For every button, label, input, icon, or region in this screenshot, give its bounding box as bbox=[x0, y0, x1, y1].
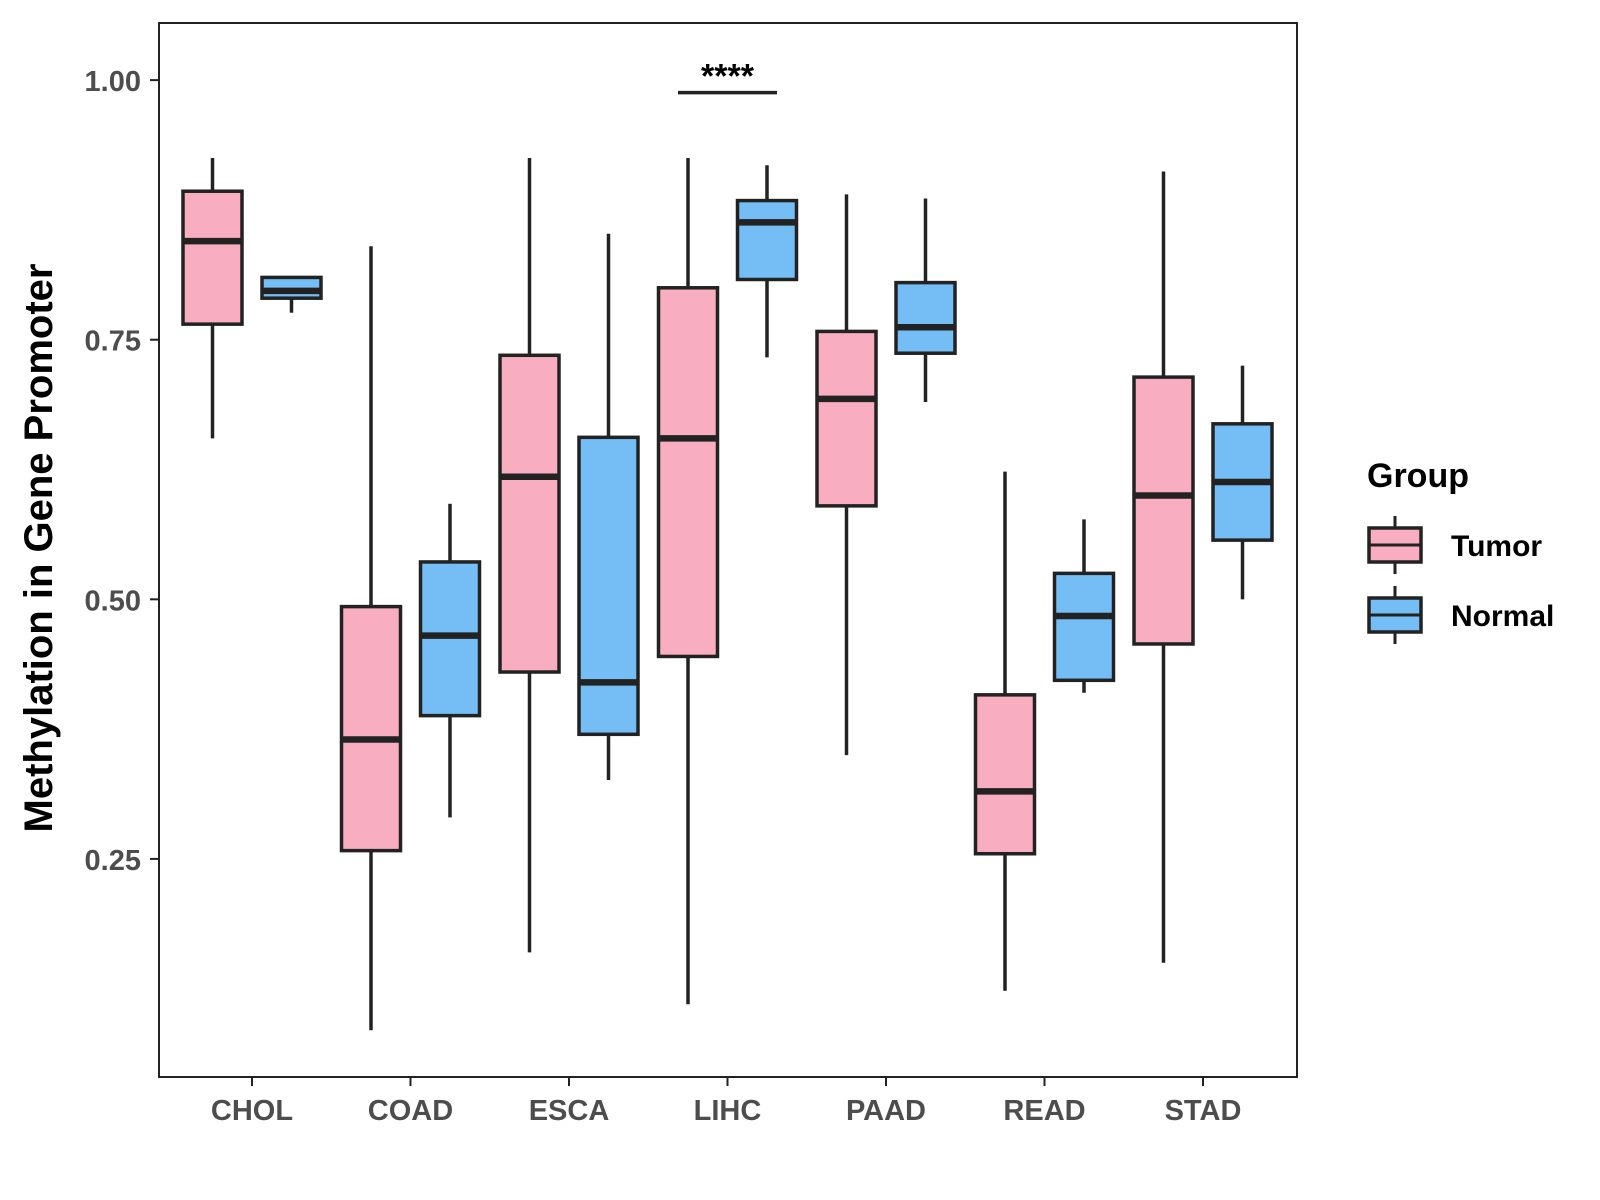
box-iqr bbox=[498, 353, 561, 674]
box-tumor-lihc bbox=[656, 157, 720, 1005]
box-tumor-read bbox=[973, 471, 1037, 991]
x-tick-label: CHOL bbox=[211, 1095, 293, 1127]
x-tick-label: COAD bbox=[368, 1095, 453, 1127]
legend-label: Normal bbox=[1451, 600, 1554, 633]
box-iqr bbox=[339, 604, 403, 853]
box-iqr bbox=[1132, 375, 1195, 646]
y-tick-label: 0.75 bbox=[85, 326, 141, 358]
y-tick-label: 0.50 bbox=[85, 585, 141, 617]
x-tick-label: ESCA bbox=[529, 1095, 610, 1127]
legend-entry-normal: Normal bbox=[1367, 586, 1554, 644]
x-tick-label: LIHC bbox=[694, 1095, 762, 1127]
box-iqr bbox=[735, 198, 799, 282]
legend-title: Group bbox=[1367, 457, 1469, 495]
box-iqr bbox=[577, 435, 640, 737]
significance-label: **** bbox=[701, 57, 755, 95]
y-tick-label: 0.25 bbox=[85, 845, 141, 877]
box-normal-chol bbox=[260, 275, 323, 313]
box-normal-paad bbox=[894, 198, 957, 403]
box-iqr bbox=[973, 693, 1037, 856]
box-iqr bbox=[181, 189, 244, 326]
box-iqr bbox=[1052, 571, 1116, 683]
y-tick-label: 1.00 bbox=[85, 66, 141, 98]
x-axis: CHOL COAD ESCA LIHC PAAD READ STAD bbox=[211, 1077, 1241, 1127]
box-tumor-chol bbox=[181, 157, 244, 439]
box-normal-read bbox=[1052, 519, 1116, 693]
box-tumor-paad bbox=[815, 194, 878, 756]
box-tumor-esca bbox=[498, 157, 561, 953]
x-tick-label: STAD bbox=[1165, 1095, 1242, 1127]
plot-area: **** bbox=[158, 22, 1298, 1078]
box-iqr bbox=[656, 286, 720, 659]
box-normal-esca bbox=[577, 233, 640, 781]
box-iqr bbox=[815, 329, 878, 508]
box-normal-coad bbox=[418, 503, 482, 818]
x-tick-label: PAAD bbox=[846, 1095, 926, 1127]
legend: Group Tumor Normal bbox=[1367, 457, 1554, 644]
box-tumor-coad bbox=[339, 246, 403, 1031]
legend-label: Tumor bbox=[1451, 530, 1542, 563]
y-axis: 0.25 0.50 0.75 1.00 bbox=[85, 66, 159, 877]
box-normal-lihc bbox=[735, 165, 799, 358]
legend-entry-tumor: Tumor bbox=[1367, 516, 1542, 574]
y-axis-title: Methylation in Gene Promoter bbox=[17, 264, 61, 833]
box-tumor-stad bbox=[1132, 171, 1195, 963]
x-tick-label: READ bbox=[1003, 1095, 1085, 1127]
box-iqr bbox=[894, 280, 957, 355]
box-normal-stad bbox=[1211, 365, 1274, 600]
